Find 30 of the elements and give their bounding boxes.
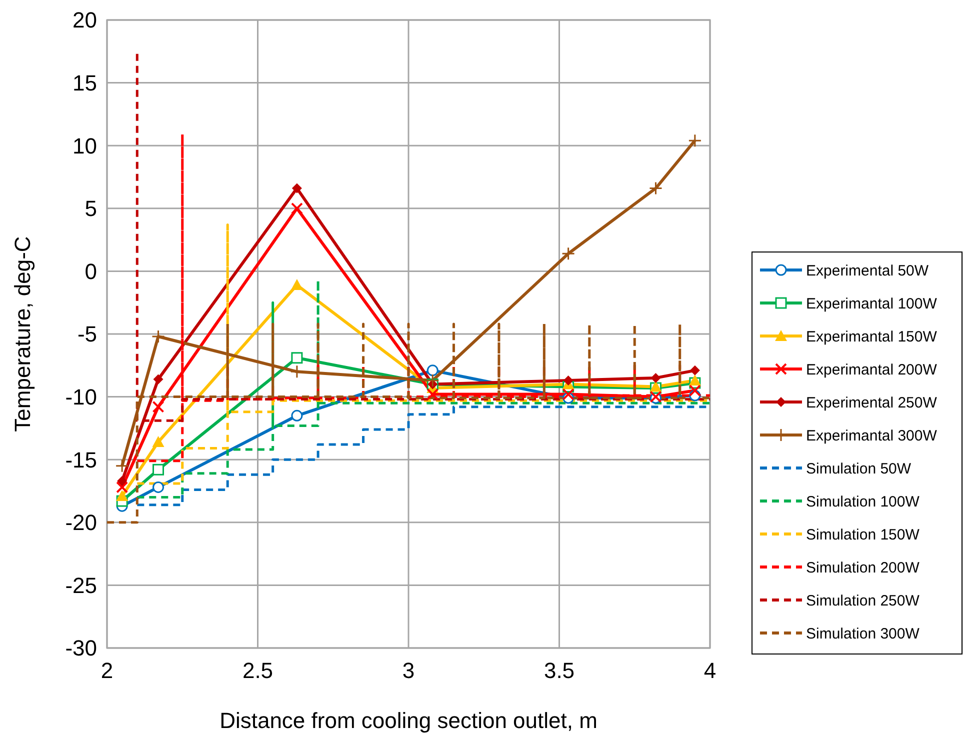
y-tick-label: 15: [72, 70, 97, 96]
y-tick-label: 20: [72, 8, 97, 33]
x-axis-title: Distance from cooling section outlet, m: [220, 708, 598, 733]
legend-label: Experimental 50W: [806, 262, 930, 280]
legend-label: Simulation 300W: [806, 625, 920, 642]
y-axis-title: Temperature, deg-C: [10, 236, 35, 432]
legend-label: Experimantal 100W: [806, 295, 938, 312]
y-tick-label: -10: [65, 384, 97, 410]
x-tick-label: 3.5: [544, 658, 575, 683]
x-tick-label: 3: [402, 658, 415, 683]
legend-label: Simulation 150W: [806, 526, 920, 544]
legend-label: Simulation 50W: [806, 460, 912, 478]
y-tick-label: 5: [84, 196, 97, 222]
x-tick-label: 4: [704, 658, 716, 683]
legend-label: Experimental 250W: [806, 394, 938, 412]
x-tick-label: 2: [100, 658, 114, 683]
y-tick-label: -5: [77, 322, 97, 347]
y-tick-label: -15: [65, 447, 97, 472]
x-tick-label: 2.5: [242, 658, 274, 683]
legend-label: Experimantal 150W: [806, 328, 938, 346]
y-tick-label: -30: [65, 636, 97, 661]
legend-label: Simulation 200W: [806, 559, 920, 576]
y-tick-label: 10: [72, 133, 97, 158]
legend-label: Experimantal 300W: [806, 427, 938, 444]
y-tick-label: 0: [84, 258, 97, 284]
y-tick-label: -20: [65, 510, 97, 536]
y-tick-label: -25: [65, 572, 97, 598]
legend-label: Simulation 100W: [806, 493, 920, 510]
legend-label: Experimantal 200W: [806, 361, 938, 378]
legend-label: Simulation 250W: [806, 592, 920, 610]
